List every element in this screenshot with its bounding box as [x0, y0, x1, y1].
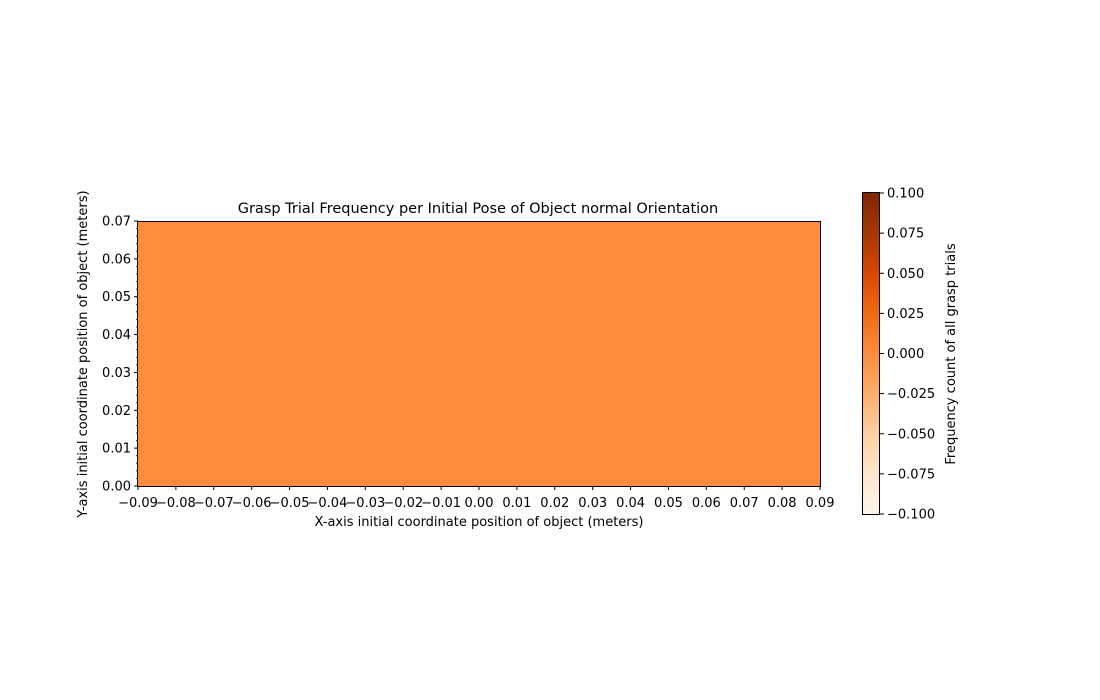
y-axis-ticks: 0.00 0.01 0.02 0.03 0.04 0.05 0.06 0.07	[102, 215, 138, 495]
y-tick-label: 0.03	[102, 366, 131, 381]
x-axis-label: X-axis initial coordinate position of ob…	[315, 515, 644, 530]
y-tick-label: 0.01	[102, 442, 131, 457]
colorbar-tick-label: −0.050	[887, 427, 935, 442]
x-tick-label: −0.01	[421, 496, 461, 511]
x-tick-label: −0.05	[270, 496, 310, 511]
x-axis-ticks: −0.09−0.08−0.07−0.06−0.05−0.04−0.03−0.02…	[118, 486, 834, 511]
y-tick-label: 0.00	[102, 480, 131, 495]
x-tick-label: −0.08	[156, 496, 196, 511]
x-tick-label: 0.01	[502, 496, 531, 511]
y-tick-label: 0.04	[102, 328, 131, 343]
y-axis-label: Y-axis initial coordinate position of ob…	[76, 190, 91, 518]
colorbar-tick-label: −0.100	[887, 508, 935, 523]
x-tick-label: 0.06	[692, 496, 721, 511]
x-tick-label: −0.07	[194, 496, 234, 511]
x-tick-label: −0.09	[118, 496, 158, 511]
y-tick-label: 0.06	[102, 252, 131, 267]
x-tick-label: 0.07	[730, 496, 759, 511]
colorbar-tick-label: 0.050	[887, 267, 924, 282]
colorbar-tick-label: 0.000	[887, 347, 924, 362]
colorbar-tick-label: 0.075	[887, 227, 924, 242]
colorbar-ticks: 0.100 0.075 0.050 0.025 0.000 −0.025 −0.050 −0.…	[880, 187, 935, 523]
colorbar-tick-label: −0.075	[887, 467, 935, 482]
x-tick-label: 0.05	[654, 496, 683, 511]
colorbar-tick-label: 0.100	[887, 187, 924, 202]
colorbar-tick-label: 0.025	[887, 307, 924, 322]
chart-title: Grasp Trial Frequency per Initial Pose o…	[238, 201, 719, 217]
y-tick-label: 0.05	[102, 290, 131, 305]
colorbar	[862, 192, 880, 515]
y-tick-label: 0.07	[102, 215, 131, 230]
x-tick-label: −0.04	[308, 496, 348, 511]
heatmap-cells	[138, 221, 820, 486]
y-tick-label: 0.02	[102, 404, 131, 419]
heatmap-cell	[138, 221, 820, 486]
x-tick-label: 0.03	[578, 496, 607, 511]
x-tick-label: −0.06	[232, 496, 272, 511]
x-tick-label: 0.00	[465, 496, 494, 511]
x-tick-label: 0.08	[768, 496, 797, 511]
x-tick-label: −0.02	[383, 496, 423, 511]
x-tick-label: 0.02	[540, 496, 569, 511]
colorbar-label: Frequency count of all grasp trials	[944, 243, 959, 464]
x-tick-label: 0.04	[616, 496, 645, 511]
colorbar-tick-label: −0.025	[887, 387, 935, 402]
x-tick-label: 0.09	[806, 496, 835, 511]
x-tick-label: −0.03	[345, 496, 385, 511]
